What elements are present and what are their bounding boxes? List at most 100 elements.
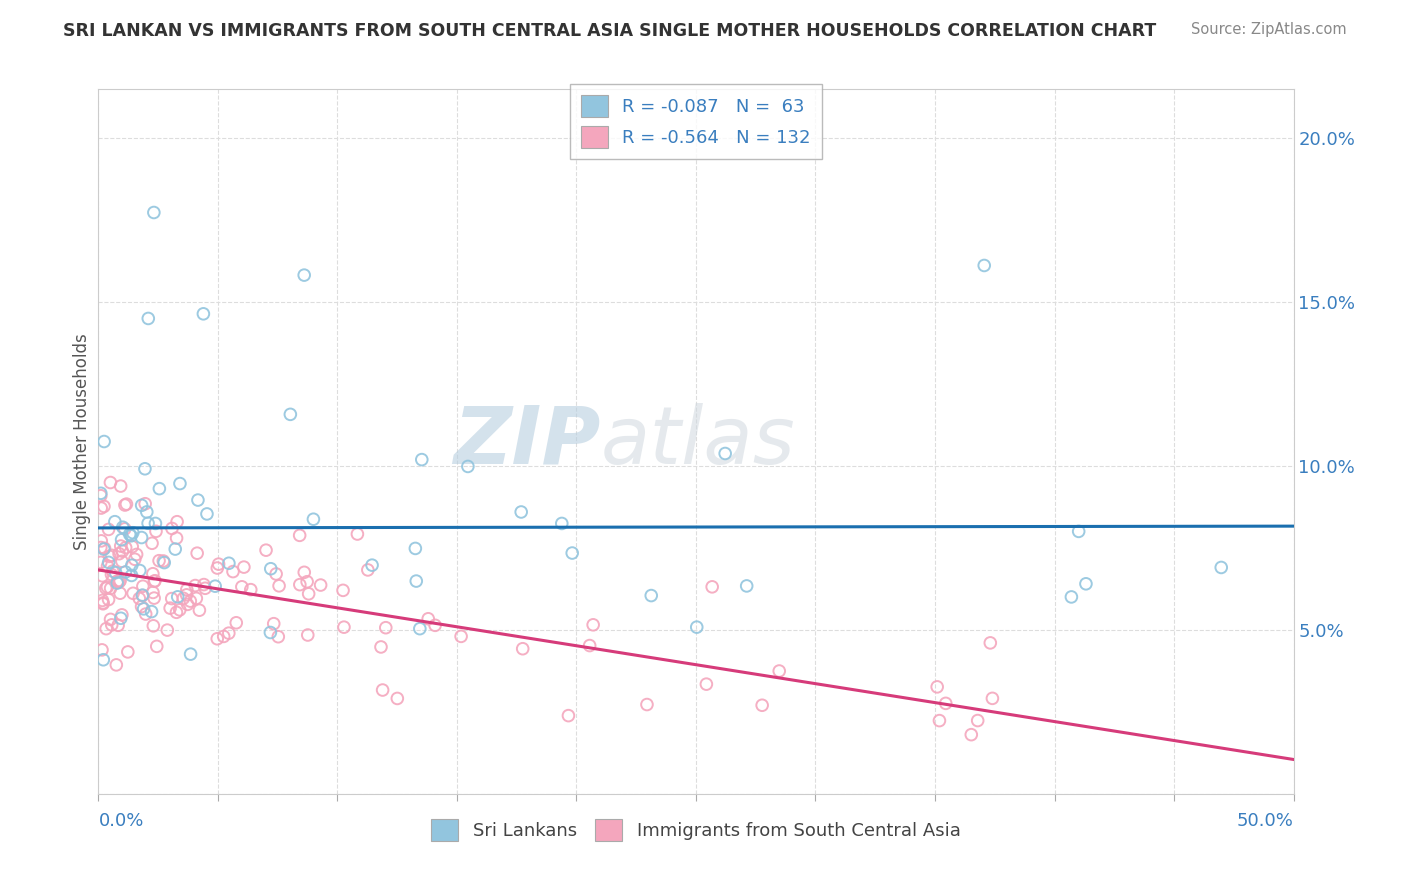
Point: [111, 607, 134, 622]
Point: [973, 259, 995, 273]
Point: [374, 621, 396, 635]
Point: [148, 482, 170, 496]
Point: [332, 583, 354, 598]
Point: [100, 549, 122, 563]
Point: [361, 558, 384, 573]
Point: [111, 544, 134, 558]
Point: [131, 589, 153, 603]
Point: [751, 698, 773, 713]
Point: [142, 619, 165, 633]
Legend: Sri Lankans, Immigrants from South Central Asia: Sri Lankans, Immigrants from South Centr…: [425, 812, 967, 848]
Point: [143, 574, 166, 588]
Point: [141, 536, 163, 550]
Point: [100, 581, 122, 595]
Point: [280, 408, 302, 422]
Point: [207, 561, 229, 575]
Text: Source: ZipAtlas.com: Source: ZipAtlas.com: [1191, 22, 1347, 37]
Point: [124, 552, 146, 566]
Point: [292, 268, 315, 282]
Point: [108, 574, 131, 588]
Point: [105, 574, 128, 588]
Point: [96, 580, 118, 594]
Point: [979, 636, 1001, 650]
Point: [166, 531, 188, 545]
Point: [105, 657, 128, 672]
Point: [91, 593, 114, 607]
Point: [232, 560, 254, 574]
Point: [91, 597, 114, 611]
Point: [110, 533, 132, 547]
Point: [195, 507, 218, 521]
Point: [636, 698, 658, 712]
Point: [153, 556, 176, 570]
Point: [142, 205, 165, 219]
Point: [212, 629, 235, 643]
Point: [111, 520, 134, 534]
Point: [260, 562, 283, 576]
Point: [93, 434, 115, 449]
Point: [404, 541, 426, 556]
Point: [370, 640, 392, 654]
Point: [166, 590, 188, 604]
Point: [114, 565, 136, 579]
Point: [186, 546, 208, 560]
Point: [100, 612, 122, 626]
Point: [114, 522, 136, 536]
Point: [231, 580, 253, 594]
Point: [93, 500, 115, 514]
Point: [96, 622, 118, 636]
Point: [125, 548, 148, 562]
Point: [121, 568, 143, 582]
Point: [409, 622, 432, 636]
Point: [267, 630, 290, 644]
Point: [239, 582, 262, 597]
Point: [115, 497, 138, 511]
Text: SRI LANKAN VS IMMIGRANTS FROM SOUTH CENTRAL ASIA SINGLE MOTHER HOUSEHOLDS CORREL: SRI LANKAN VS IMMIGRANTS FROM SOUTH CENT…: [63, 22, 1157, 40]
Point: [90, 555, 112, 569]
Point: [292, 566, 315, 580]
Point: [114, 541, 136, 555]
Point: [117, 645, 139, 659]
Point: [557, 708, 579, 723]
Point: [222, 565, 245, 579]
Point: [695, 677, 717, 691]
Point: [143, 574, 166, 589]
Point: [107, 618, 129, 632]
Point: [387, 691, 409, 706]
Point: [90, 533, 112, 548]
Point: [135, 505, 157, 519]
Point: [184, 578, 207, 592]
Point: [143, 591, 166, 606]
Point: [768, 664, 790, 678]
Point: [333, 620, 356, 634]
Point: [142, 566, 165, 581]
Point: [1060, 590, 1083, 604]
Point: [121, 540, 143, 554]
Point: [131, 498, 153, 512]
Text: 50.0%: 50.0%: [1237, 812, 1294, 830]
Point: [169, 603, 191, 617]
Point: [145, 524, 167, 539]
Point: [111, 554, 134, 568]
Point: [714, 446, 737, 460]
Point: [302, 512, 325, 526]
Point: [510, 505, 533, 519]
Point: [207, 632, 229, 646]
Point: [131, 599, 153, 614]
Point: [132, 579, 155, 593]
Point: [1067, 524, 1090, 539]
Point: [450, 629, 472, 643]
Point: [94, 581, 117, 595]
Point: [169, 476, 191, 491]
Point: [97, 523, 120, 537]
Point: [136, 516, 159, 531]
Point: [1211, 560, 1233, 574]
Point: [423, 618, 446, 632]
Point: [297, 628, 319, 642]
Point: [134, 462, 156, 476]
Point: [128, 591, 150, 606]
Point: [176, 582, 198, 597]
Point: [110, 539, 132, 553]
Point: [128, 564, 150, 578]
Point: [165, 605, 187, 619]
